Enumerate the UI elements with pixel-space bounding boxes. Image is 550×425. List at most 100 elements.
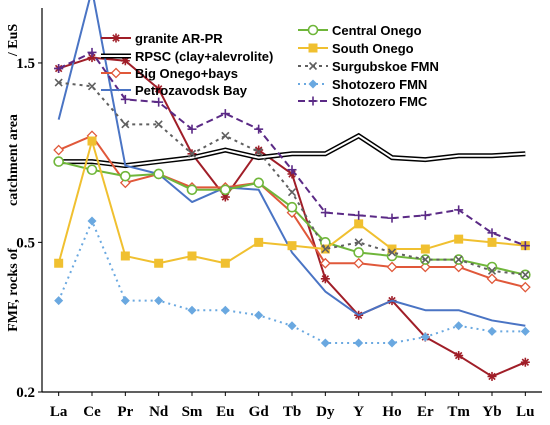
x-tick-label: Pr <box>117 404 133 420</box>
data-point <box>453 261 465 273</box>
series-central-onego <box>53 156 531 281</box>
data-point <box>520 326 530 336</box>
data-point <box>54 78 63 87</box>
data-point <box>154 258 164 268</box>
legend-marker <box>308 61 318 71</box>
data-point-stroke <box>421 255 430 264</box>
x-tick-label: Ho <box>382 404 401 420</box>
data-point-stroke <box>454 255 463 264</box>
data-point <box>454 205 464 215</box>
data-point <box>254 124 264 134</box>
y-axis-label-part: FMF, rocks of <box>6 248 21 332</box>
series-petrozavodsk-bay <box>57 0 526 327</box>
legend-label: Petrozavodsk Bay <box>135 83 248 98</box>
data-point <box>353 257 365 269</box>
legend-marker-stroke <box>308 61 318 71</box>
data-point <box>154 120 163 129</box>
data-point <box>354 210 364 220</box>
legend-marker <box>308 79 318 89</box>
legend-label: Central Onego <box>332 23 422 38</box>
data-point-stroke <box>487 266 497 275</box>
data-point <box>254 310 264 320</box>
data-point <box>487 228 497 238</box>
data-point <box>320 208 330 218</box>
data-point-stroke <box>154 85 163 93</box>
data-point <box>120 94 130 104</box>
data-point-stroke <box>254 146 263 154</box>
data-point <box>154 97 164 107</box>
data-point <box>220 258 230 268</box>
data-point <box>319 257 331 269</box>
data-point <box>221 131 230 140</box>
data-point <box>153 168 164 180</box>
data-point-stroke <box>521 358 530 366</box>
data-point <box>254 237 264 247</box>
data-point <box>86 164 98 176</box>
data-point <box>54 63 64 73</box>
data-point <box>121 120 130 129</box>
data-point <box>354 238 363 247</box>
legend-label: RPSC (clay+alevrolite) <box>135 49 273 64</box>
legend-item-granite-ar-pr: granite AR-PR <box>101 31 223 46</box>
y-axis-label-part: / EuS <box>6 24 21 58</box>
data-point-stroke <box>287 188 297 197</box>
data-point <box>120 170 131 182</box>
data-point <box>286 201 298 213</box>
data-point <box>419 261 431 273</box>
data-point-stroke <box>221 131 230 140</box>
data-point <box>87 136 97 146</box>
series-big-onego-bays <box>53 130 531 293</box>
data-point <box>54 258 64 268</box>
data-point <box>187 149 197 158</box>
data-point <box>354 338 364 348</box>
data-point <box>520 357 530 367</box>
data-point-stroke <box>254 147 263 156</box>
x-tick-label: Tb <box>283 404 301 420</box>
data-point <box>187 305 197 315</box>
data-point <box>154 296 164 306</box>
data-point <box>154 84 164 94</box>
series-surgubskoe-fmn <box>54 78 530 279</box>
series-line <box>57 0 526 327</box>
data-point <box>487 371 497 381</box>
data-point <box>87 82 97 91</box>
y-tick-label: 1.5 <box>16 56 35 72</box>
x-tick-label: Ce <box>83 404 101 420</box>
data-point <box>387 244 397 254</box>
data-point <box>353 247 364 258</box>
data-point <box>354 219 364 229</box>
data-point <box>220 192 230 202</box>
data-point <box>387 248 397 257</box>
legend-item-petrozavodsk-bay: Petrozavodsk Bay <box>101 83 248 98</box>
x-tick-label: Er <box>417 404 434 420</box>
data-point <box>454 234 464 244</box>
legend-marker <box>308 43 318 53</box>
legend: granite AR-PR RPSC (clay+alevrolite) Big O… <box>101 23 439 109</box>
data-point <box>254 147 263 156</box>
legend-label: granite AR-PR <box>135 31 223 46</box>
data-point-stroke <box>387 248 397 257</box>
data-point <box>421 255 430 264</box>
legend-item-big-onego-bays: Big Onego+bays <box>101 66 238 81</box>
x-tick-label: Lu <box>516 404 534 420</box>
data-point <box>87 47 97 57</box>
legend-item-rpsc-clay-alevrolite: RPSC (clay+alevrolite) <box>101 49 273 64</box>
data-point <box>87 216 97 226</box>
legend-label: Big Onego+bays <box>135 66 238 81</box>
data-point <box>521 270 530 279</box>
series-shotozero-fmn <box>54 216 530 348</box>
data-point-stroke <box>87 82 97 91</box>
data-point <box>120 296 130 306</box>
x-tick-label: Y <box>353 404 364 420</box>
data-point <box>53 156 64 167</box>
y-tick-label: 0.2 <box>16 385 35 401</box>
data-point <box>220 184 231 196</box>
legend-marker <box>308 96 318 106</box>
data-point-stroke <box>54 78 63 87</box>
series-rpsc-clay-alevrolite <box>58 132 526 169</box>
data-point <box>420 244 430 254</box>
y-axis-label-part: catchment area <box>6 114 21 206</box>
data-point <box>287 165 297 175</box>
data-point <box>387 213 397 223</box>
